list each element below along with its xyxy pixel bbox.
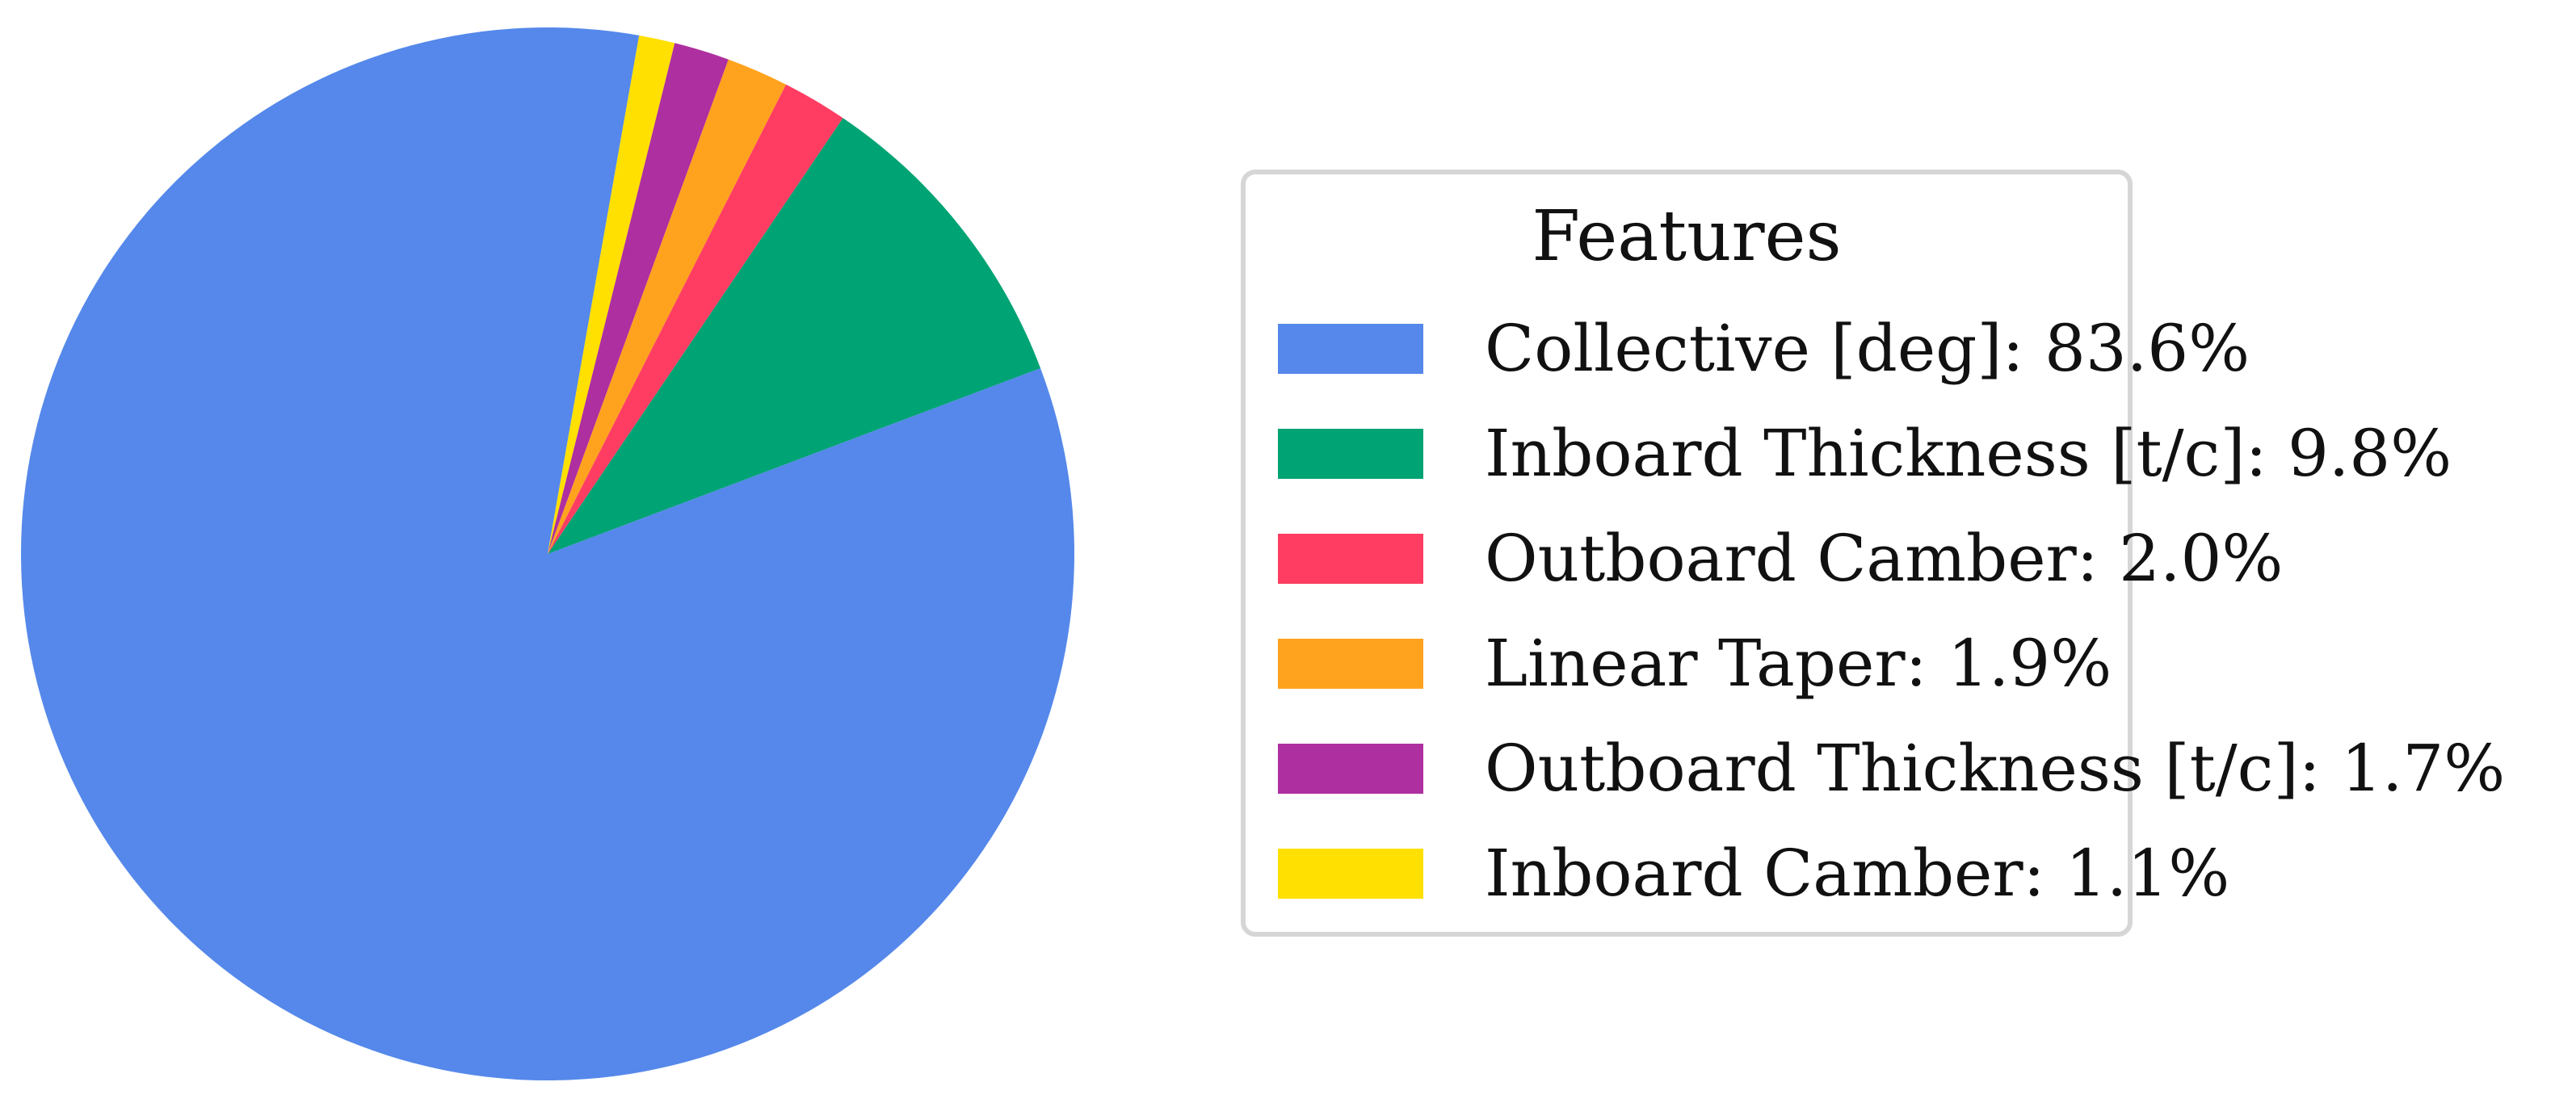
legend-entry-inboard-thickness: Inboard Thickness [t/c]: 9.8% [1278, 412, 2452, 496]
legend-entry-inboard-camber: Inboard Camber: 1.1% [1278, 832, 2229, 916]
pie-slice-linear-taper [548, 59, 787, 555]
legend-swatch-linear-taper [1278, 639, 1423, 689]
pie-slice-collective [20, 27, 1075, 1081]
legend-label-inboard-camber: Inboard Camber: 1.1% [1485, 836, 2230, 911]
pie-slice-inboard-thickness [548, 118, 1041, 554]
pie-slice-outboard-camber [548, 84, 843, 554]
legend-title: Features [1532, 196, 1842, 277]
legend: Features Collective [deg]: 83.6% Inboard… [1241, 170, 2505, 937]
pie-slice-outboard-thickness [548, 43, 729, 555]
legend-swatch-inboard-thickness [1278, 429, 1423, 479]
legend-swatch-outboard-thickness [1278, 744, 1423, 794]
legend-entry-linear-taper: Linear Taper: 1.9% [1278, 622, 2112, 706]
legend-swatch-outboard-camber [1278, 534, 1423, 584]
legend-label-collective: Collective [deg]: 83.6% [1485, 311, 2250, 386]
legend-entry-outboard-thickness: Outboard Thickness [t/c]: 1.7% [1278, 727, 2505, 811]
legend-label-linear-taper: Linear Taper: 1.9% [1485, 626, 2112, 701]
pie-slice-inboard-camber [548, 35, 675, 555]
pie-chart [20, 27, 1075, 1081]
legend-swatch-collective [1278, 324, 1423, 374]
legend-entry-collective: Collective [deg]: 83.6% [1278, 307, 2250, 391]
legend-label-outboard-thickness: Outboard Thickness [t/c]: 1.7% [1485, 731, 2506, 806]
legend-swatch-inboard-camber [1278, 849, 1423, 899]
legend-entry-outboard-camber: Outboard Camber: 2.0% [1278, 517, 2283, 601]
legend-label-outboard-camber: Outboard Camber: 2.0% [1485, 521, 2284, 596]
legend-label-inboard-thickness: Inboard Thickness [t/c]: 9.8% [1485, 416, 2452, 491]
